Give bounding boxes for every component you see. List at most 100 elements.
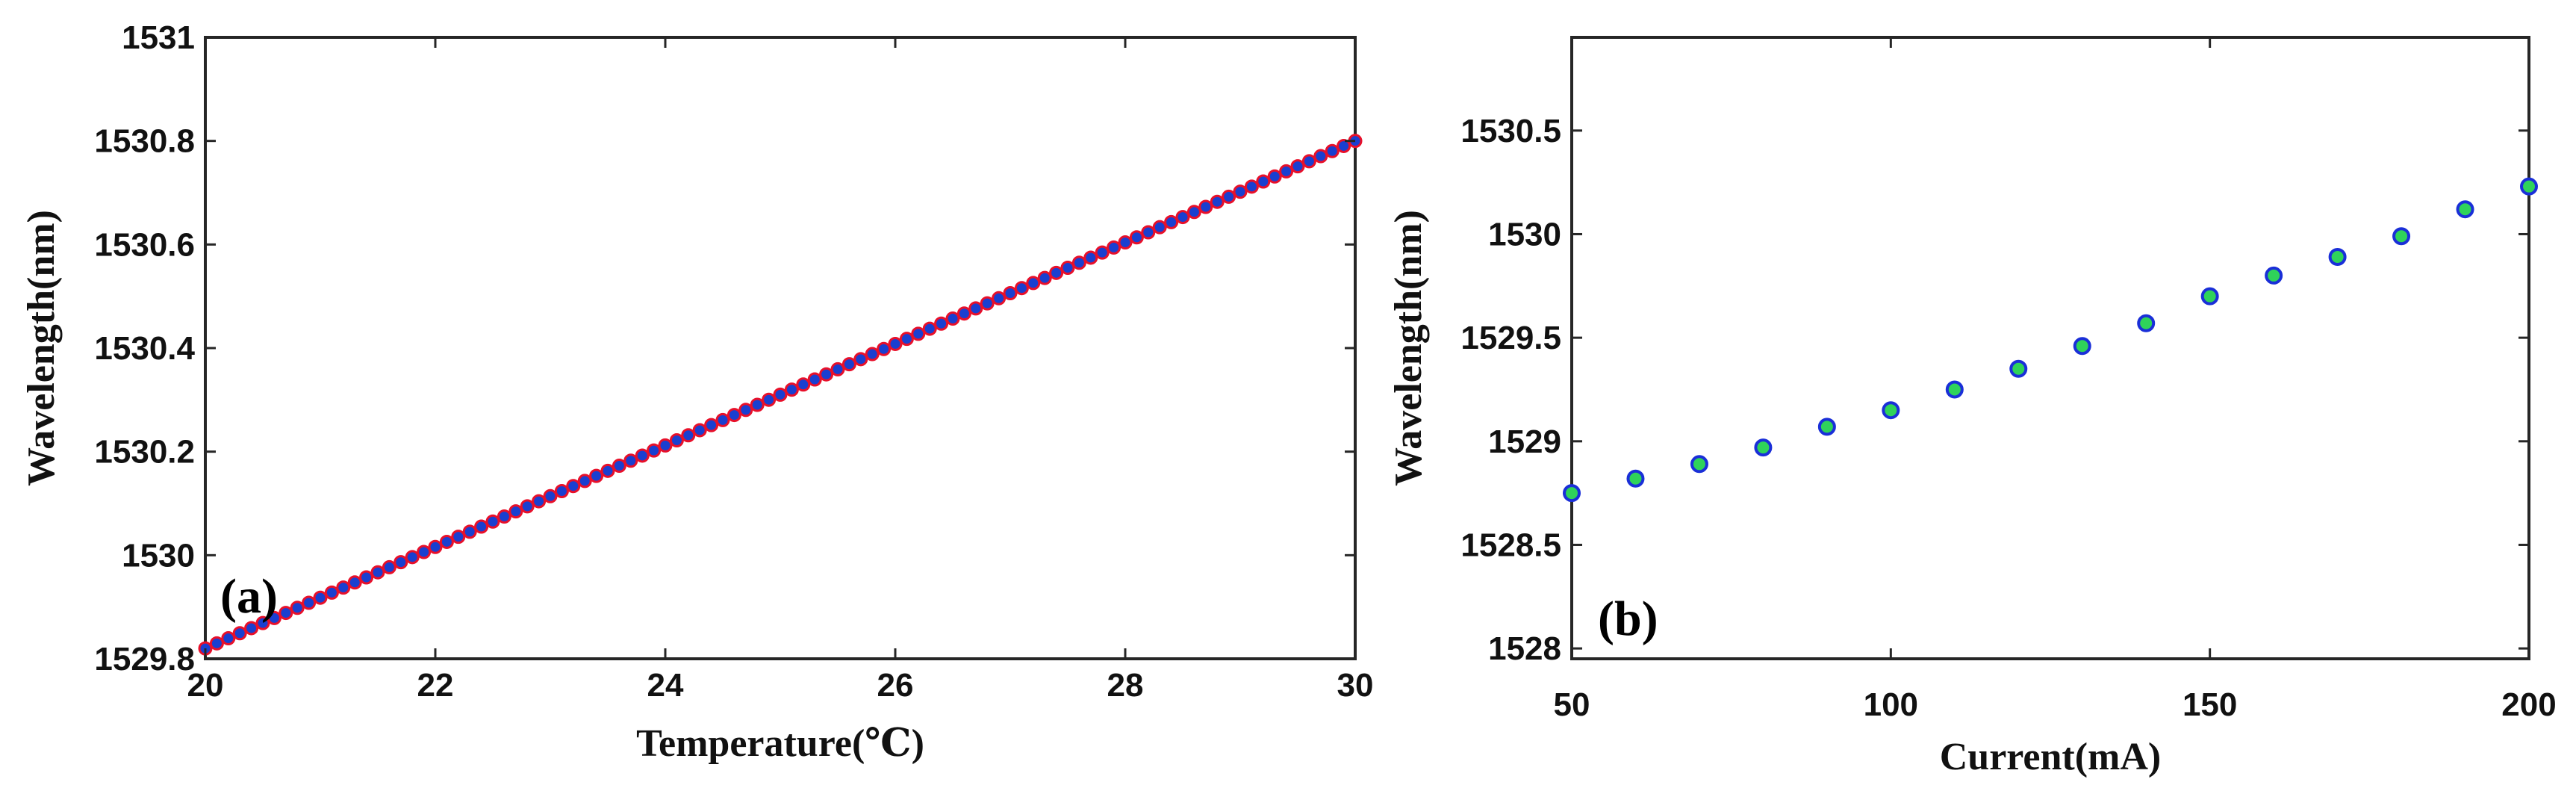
data-points-b — [1563, 177, 2538, 503]
data-point — [1325, 143, 1340, 158]
data-point — [2073, 337, 2091, 356]
data-point — [1754, 438, 1773, 457]
data-point — [1003, 286, 1018, 301]
data-point — [577, 474, 592, 488]
data-point — [750, 397, 765, 412]
data-point — [647, 443, 662, 458]
data-point — [313, 590, 328, 605]
data-point — [922, 321, 937, 336]
data-point — [324, 585, 339, 600]
data-point — [1222, 189, 1236, 204]
data-point — [1198, 199, 1213, 214]
data-point — [692, 423, 707, 438]
data-point — [2456, 200, 2474, 219]
data-point — [497, 509, 511, 524]
data-point — [267, 610, 281, 625]
data-point — [669, 433, 684, 448]
data-point — [2328, 247, 2347, 266]
data-point — [830, 362, 845, 376]
data-point — [1186, 205, 1201, 220]
data-point — [635, 448, 650, 463]
data-point — [2265, 266, 2283, 285]
data-point — [474, 519, 489, 534]
data-point — [841, 357, 856, 372]
data-point — [382, 559, 396, 574]
y-tick-label: 1528.5 — [1460, 527, 1561, 563]
data-point — [1129, 230, 1144, 245]
data-point — [727, 408, 741, 423]
data-point — [762, 392, 777, 407]
x-tick-label: 50 — [1554, 686, 1590, 723]
x-tick-label: 20 — [187, 667, 224, 704]
y-tick-label: 1531 — [122, 19, 195, 56]
data-point — [508, 504, 523, 519]
panel-label-b: (b) — [1598, 592, 1658, 646]
chart-panel-b: 50 100 150 200 1528 1528.5 1529 1529.5 1530 1530.… — [1387, 36, 2557, 778]
data-point — [2520, 177, 2538, 196]
data-point — [1945, 380, 1964, 399]
data-point — [865, 347, 880, 362]
data-point — [1107, 240, 1121, 255]
data-point — [1882, 401, 1900, 420]
data-point — [462, 524, 477, 539]
x-tick-label: 28 — [1107, 667, 1144, 704]
axis-ticks-a: 20 22 24 26 28 30 1529.8 1530 1530.2 1530.4 1530.6… — [94, 19, 1373, 704]
data-point — [1164, 214, 1179, 229]
data-point — [600, 463, 615, 478]
data-point — [232, 626, 247, 641]
data-point — [1037, 270, 1052, 285]
data-point — [1690, 455, 1708, 474]
data-point — [899, 332, 914, 347]
data-point — [2200, 287, 2219, 305]
y-tick-label: 1530.6 — [94, 226, 195, 263]
data-point — [784, 382, 799, 397]
data-point — [439, 534, 454, 549]
data-point — [715, 412, 730, 427]
y-tick-label: 1530.5 — [1460, 113, 1561, 149]
data-point — [877, 341, 892, 356]
data-point — [1141, 225, 1156, 240]
data-point — [1071, 255, 1086, 270]
data-point — [1817, 418, 1836, 436]
x-tick-label: 26 — [877, 667, 914, 704]
data-point — [244, 621, 259, 636]
data-point — [302, 595, 317, 610]
data-point — [1626, 469, 1645, 488]
data-point — [1279, 164, 1294, 179]
data-point — [1337, 138, 1351, 153]
x-axis-title-a: Temperature(℃) — [636, 722, 924, 765]
y-axis-title-b: Wavelength(nm) — [1387, 210, 1430, 486]
y-tick-label: 1530.2 — [94, 434, 195, 471]
y-tick-label: 1528 — [1488, 630, 1561, 667]
data-point — [520, 499, 535, 514]
data-point — [738, 403, 753, 418]
data-point — [417, 545, 432, 559]
data-point — [945, 311, 960, 326]
data-point — [980, 296, 995, 311]
y-tick-label: 1530.8 — [94, 123, 195, 160]
chart-panel-a: 20 22 24 26 28 30 1529.8 1530 1530.2 1530.4 1530.6… — [20, 19, 1373, 765]
data-point — [704, 418, 719, 432]
data-point — [1233, 184, 1248, 199]
data-point — [279, 606, 293, 621]
data-point — [2009, 359, 2028, 378]
data-point — [612, 459, 626, 474]
data-point — [543, 488, 558, 503]
x-tick-label: 200 — [2501, 686, 2556, 723]
data-point — [589, 468, 604, 483]
data-point — [485, 514, 500, 529]
y-tick-label: 1530.4 — [94, 330, 195, 367]
data-point — [428, 539, 443, 554]
data-point — [819, 367, 834, 382]
data-point — [681, 428, 696, 443]
data-point — [1256, 174, 1271, 189]
data-point — [796, 377, 811, 392]
data-point — [1014, 281, 1029, 296]
x-tick-label: 30 — [1337, 667, 1374, 704]
data-point — [1152, 220, 1167, 235]
data-point — [1049, 265, 1064, 280]
data-point — [255, 615, 270, 630]
data-point — [554, 484, 569, 498]
data-point — [347, 575, 362, 590]
